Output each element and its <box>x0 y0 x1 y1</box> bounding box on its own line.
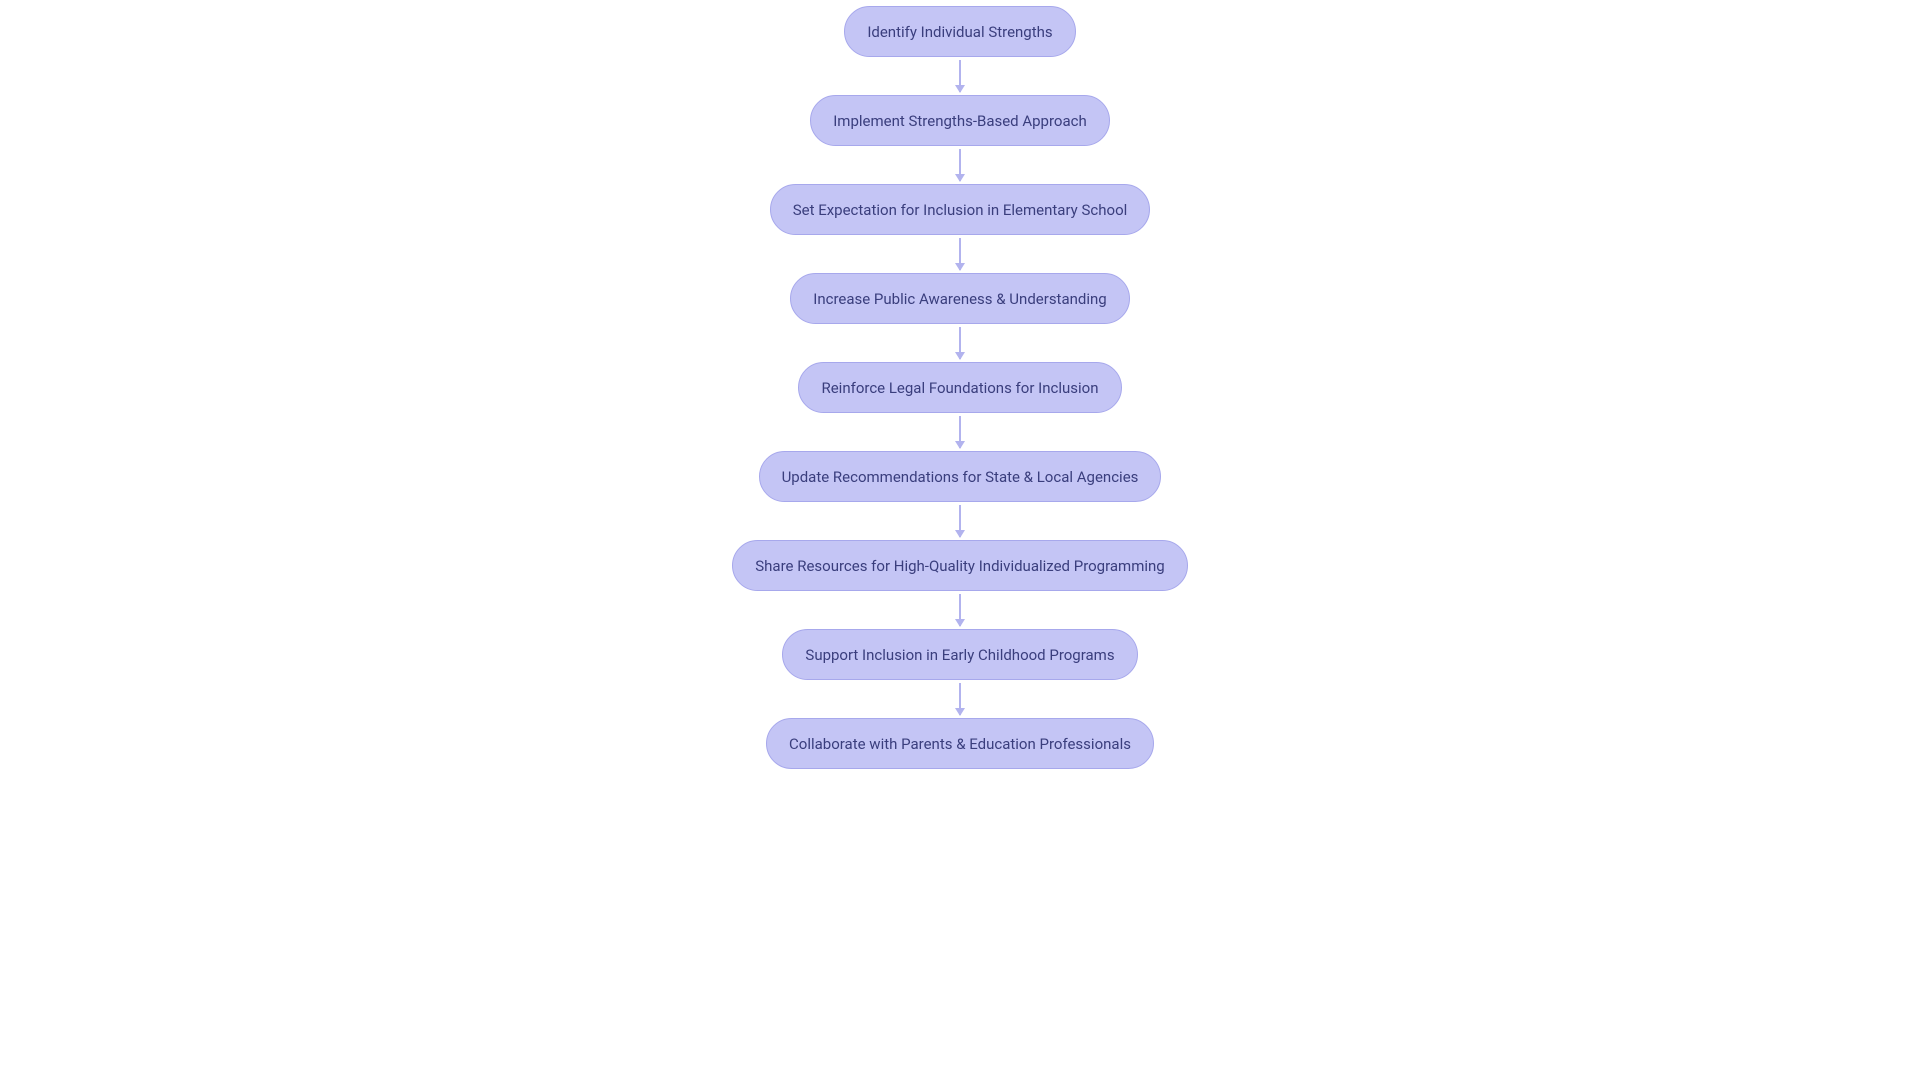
flowchart-node: Identify Individual Strengths <box>844 6 1075 57</box>
flowchart-node: Reinforce Legal Foundations for Inclusio… <box>798 362 1121 413</box>
arrow-head-icon <box>955 530 965 538</box>
node-label: Reinforce Legal Foundations for Inclusio… <box>821 379 1098 397</box>
arrow-head-icon <box>955 174 965 182</box>
flowchart-node: Increase Public Awareness & Understandin… <box>790 273 1130 324</box>
node-label: Update Recommendations for State & Local… <box>782 468 1139 486</box>
arrow-icon <box>959 60 961 92</box>
flowchart-node: Implement Strengths-Based Approach <box>810 95 1110 146</box>
node-label: Collaborate with Parents & Education Pro… <box>789 735 1131 753</box>
arrow-head-icon <box>955 85 965 93</box>
arrow-icon <box>959 416 961 448</box>
flowchart-container: Identify Individual Strengths Implement … <box>732 6 1187 769</box>
node-label: Share Resources for High-Quality Individ… <box>755 557 1164 575</box>
arrow-icon <box>959 149 961 181</box>
flowchart-node: Share Resources for High-Quality Individ… <box>732 540 1187 591</box>
arrow-head-icon <box>955 708 965 716</box>
arrow-head-icon <box>955 619 965 627</box>
node-label: Support Inclusion in Early Childhood Pro… <box>805 646 1114 664</box>
node-label: Increase Public Awareness & Understandin… <box>813 290 1107 308</box>
flowchart-node: Update Recommendations for State & Local… <box>759 451 1162 502</box>
node-label: Implement Strengths-Based Approach <box>833 112 1087 130</box>
arrow-head-icon <box>955 263 965 271</box>
arrow-head-icon <box>955 441 965 449</box>
node-label: Identify Individual Strengths <box>867 23 1052 41</box>
arrow-icon <box>959 327 961 359</box>
arrow-icon <box>959 238 961 270</box>
flowchart-node: Set Expectation for Inclusion in Element… <box>770 184 1151 235</box>
arrow-icon <box>959 594 961 626</box>
node-label: Set Expectation for Inclusion in Element… <box>793 201 1128 219</box>
flowchart-node: Support Inclusion in Early Childhood Pro… <box>782 629 1137 680</box>
arrow-head-icon <box>955 352 965 360</box>
arrow-icon <box>959 505 961 537</box>
flowchart-node: Collaborate with Parents & Education Pro… <box>766 718 1154 769</box>
arrow-icon <box>959 683 961 715</box>
